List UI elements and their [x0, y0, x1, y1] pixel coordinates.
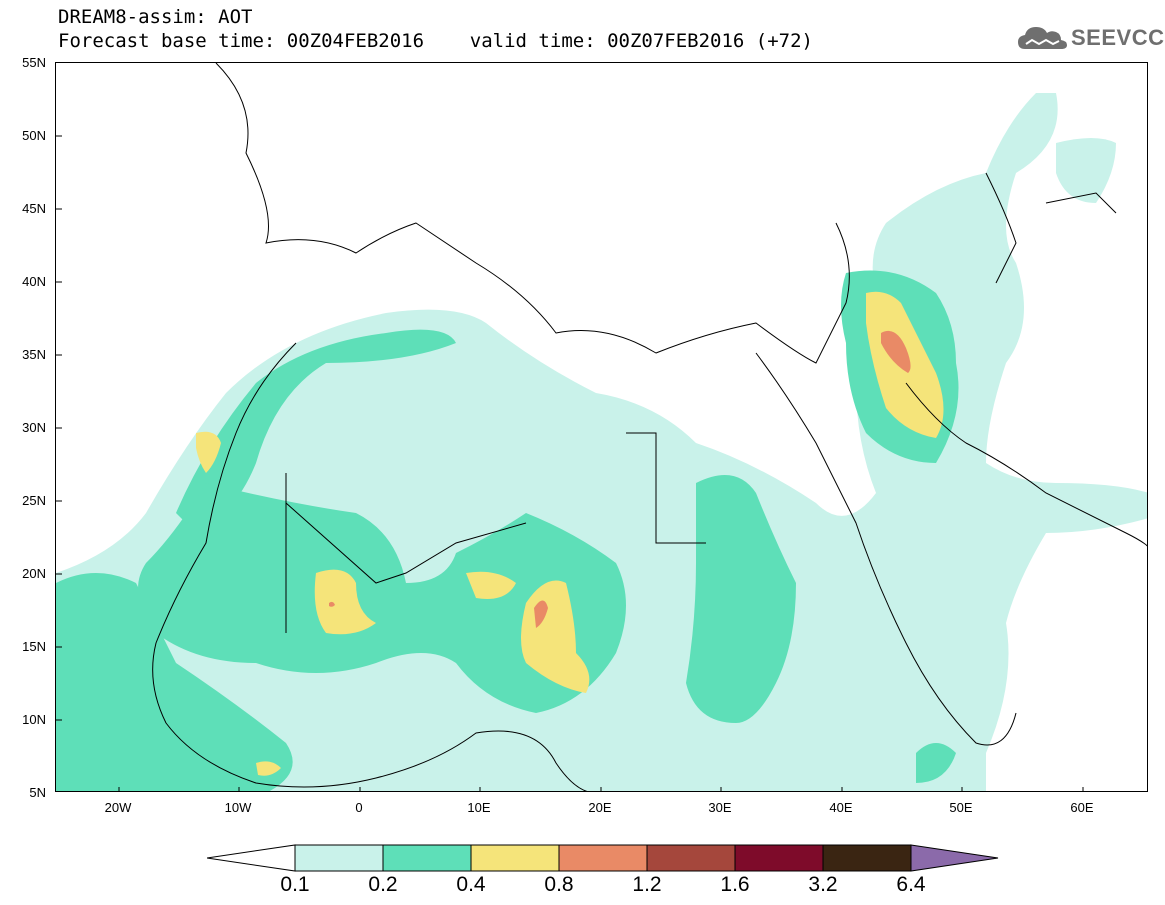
- colorbar-label: 0.4: [456, 873, 486, 896]
- aot-colorbar: [207, 844, 999, 872]
- colorbar-bin: [294, 844, 384, 872]
- colorbar-label: 3.2: [808, 873, 838, 896]
- colorbar-under-arrow: [207, 844, 296, 872]
- colorbar-bin: [646, 844, 736, 872]
- lon-label: 60E: [1070, 800, 1094, 815]
- logo-text: SEEVCCC: [1071, 25, 1165, 50]
- lon-label: 20W: [104, 800, 132, 815]
- colorbar-label: 1.2: [632, 873, 662, 896]
- cloud-logo-icon: [1018, 27, 1067, 49]
- lon-label: 40E: [829, 800, 853, 815]
- aot-map: [55, 62, 1148, 792]
- colorbar-over-arrow: [910, 844, 999, 872]
- aot-contour-0.4: [196, 291, 944, 776]
- lat-label: 25N: [22, 493, 46, 508]
- colorbar-bin: [470, 844, 560, 872]
- lat-label: 15N: [22, 639, 46, 654]
- lat-label: 55N: [22, 55, 46, 70]
- lat-label: 35N: [22, 347, 46, 362]
- lat-label: 45N: [22, 201, 46, 216]
- lon-label: 50E: [949, 800, 973, 815]
- lat-label: 20N: [22, 566, 46, 581]
- lon-label: 10W: [224, 800, 252, 815]
- colorbar-bin: [558, 844, 648, 872]
- lon-label: 20E: [588, 800, 612, 815]
- lat-label: 30N: [22, 420, 46, 435]
- map-title: DREAM8-assim: AOT: [58, 6, 253, 28]
- aot-contour-0.8: [329, 330, 911, 628]
- grid-ticks: [56, 135, 1084, 791]
- colorbar-bin: [382, 844, 472, 872]
- colorbar-label: 0.8: [544, 873, 574, 896]
- lat-label: 40N: [22, 274, 46, 289]
- colorbar-bin: [734, 844, 824, 872]
- seevccc-logo: SEEVCCC: [1017, 22, 1165, 56]
- lon-label: 0: [355, 800, 363, 815]
- map-canvas: [56, 63, 1147, 791]
- colorbar-label: 6.4: [896, 873, 926, 896]
- lat-label: 5N: [29, 785, 46, 800]
- lon-label: 10E: [467, 800, 491, 815]
- lat-label: 50N: [22, 128, 46, 143]
- lon-label: 30E: [708, 800, 732, 815]
- coastlines: [152, 63, 1147, 791]
- colorbar-label: 0.1: [280, 873, 310, 896]
- colorbar-label: 1.6: [720, 873, 750, 896]
- colorbar-bin: [822, 844, 912, 872]
- forecast-time-line: Forecast base time: 00Z04FEB2016 valid t…: [58, 30, 813, 52]
- aot-contour-0.2: [56, 270, 959, 791]
- lat-label: 10N: [22, 712, 46, 727]
- colorbar-label: 0.2: [368, 873, 398, 896]
